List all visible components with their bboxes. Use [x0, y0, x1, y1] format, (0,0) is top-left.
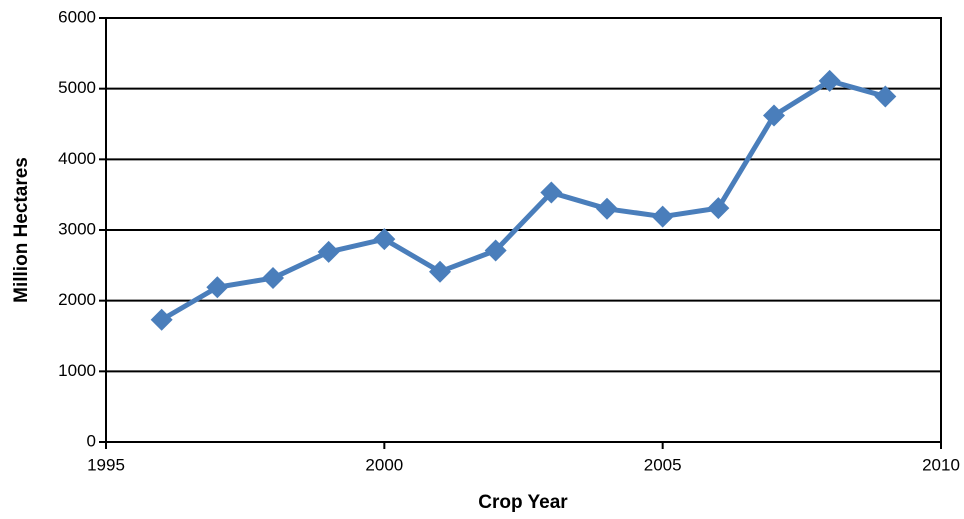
- data-point: [540, 181, 563, 204]
- data-point: [651, 205, 674, 228]
- y-axis-title: Million Hectares: [11, 157, 32, 303]
- data-point: [373, 228, 396, 251]
- data-point: [763, 104, 785, 127]
- data-point: [874, 85, 897, 108]
- data-point: [484, 239, 507, 262]
- x-tick-label: 2005: [644, 455, 682, 474]
- x-tick-label: 2010: [922, 455, 960, 474]
- x-tick-label: 1995: [87, 455, 125, 474]
- data-line: [160, 78, 887, 322]
- x-axis-title: Crop Year: [478, 492, 568, 513]
- data-point: [317, 240, 340, 263]
- y-tick-label: 1000: [58, 361, 96, 380]
- data-point: [596, 197, 618, 220]
- y-tick-label: 2000: [58, 290, 96, 309]
- data-point: [262, 267, 284, 290]
- data-point: [707, 197, 730, 220]
- y-tick-label: 5000: [58, 78, 96, 97]
- data-point: [206, 276, 229, 299]
- y-tick-label: 3000: [58, 219, 96, 238]
- y-tick-label: 4000: [58, 149, 96, 168]
- data-point: [429, 260, 451, 283]
- data-point: [150, 308, 173, 331]
- y-tick-label: 0: [87, 431, 96, 450]
- data-point: [818, 69, 841, 92]
- y-tick-label: 6000: [58, 7, 96, 26]
- x-tick-label: 2000: [365, 455, 403, 474]
- plot-frame: [105, 17, 942, 443]
